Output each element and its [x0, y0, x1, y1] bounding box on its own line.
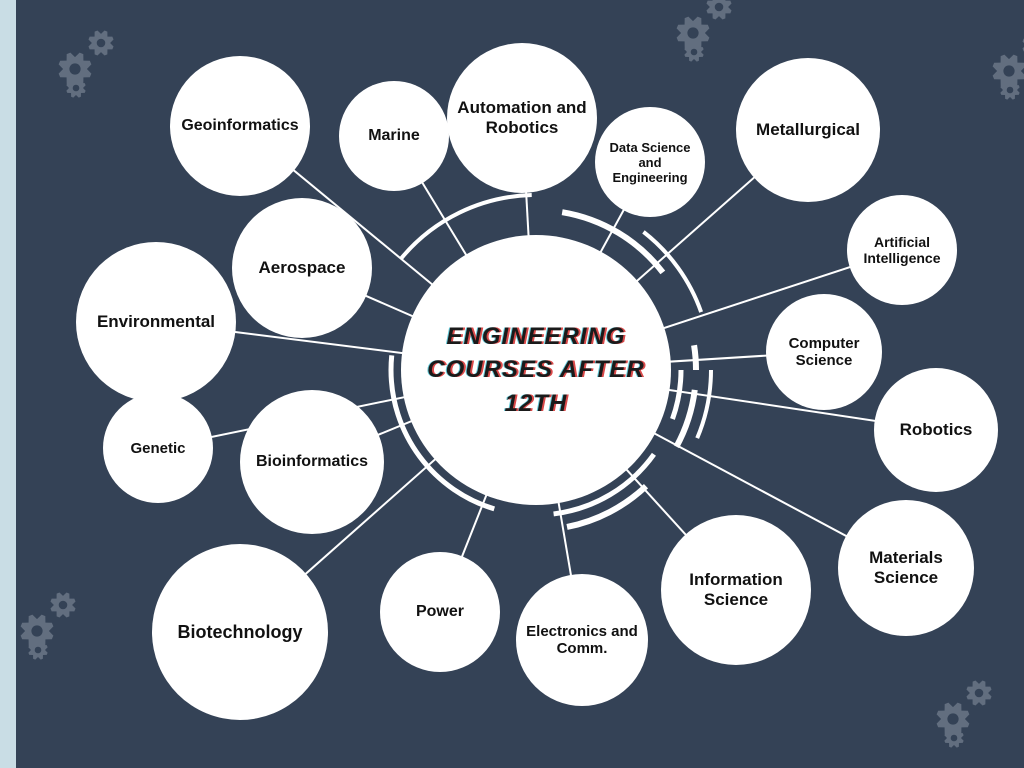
node-label: Aerospace [259, 258, 346, 278]
node-label: Artificial Intelligence [855, 234, 949, 266]
node-label: Automation and Robotics [455, 98, 589, 138]
node-ai: Artificial Intelligence [847, 195, 957, 305]
node-label: Electronics and Comm. [524, 623, 640, 657]
gear-icon [1000, 80, 1020, 105]
gear-icon [684, 42, 704, 67]
gear-icon [66, 78, 86, 103]
gear-cluster-icon [676, 0, 756, 74]
gear-icon [88, 30, 114, 61]
gear-icon [50, 592, 76, 623]
node-label: Environmental [97, 312, 215, 332]
node-label: Genetic [130, 440, 185, 457]
node-label: Biotechnology [178, 622, 303, 643]
node-power: Power [380, 552, 500, 672]
node-data-science: Data Science and Engineering [595, 107, 705, 217]
center-node: ENGINEERING COURSES AFTER 12TH [401, 235, 671, 505]
gear-cluster-icon [20, 592, 100, 672]
node-bioinformatics: Bioinformatics [240, 390, 384, 534]
node-information: Information Science [661, 515, 811, 665]
node-genetic: Genetic [103, 393, 213, 503]
gear-icon [944, 728, 964, 753]
node-marine: Marine [339, 81, 449, 191]
node-environmental: Environmental [76, 242, 236, 402]
node-automation: Automation and Robotics [447, 43, 597, 193]
node-robotics: Robotics [874, 368, 998, 492]
node-electronics: Electronics and Comm. [516, 574, 648, 706]
gear-cluster-icon [992, 32, 1024, 112]
node-metallurgical: Metallurgical [736, 58, 880, 202]
node-label: Geoinformatics [181, 117, 298, 135]
node-label: Power [416, 603, 464, 621]
node-label: Marine [368, 127, 420, 145]
node-label: Metallurgical [756, 120, 860, 140]
node-label: Bioinformatics [256, 453, 368, 471]
node-label: Robotics [900, 420, 973, 440]
node-biotechnology: Biotechnology [152, 544, 328, 720]
gear-icon [966, 680, 992, 711]
node-label: Materials Science [846, 548, 966, 588]
center-title: ENGINEERING COURSES AFTER 12TH [421, 320, 651, 421]
node-materials: Materials Science [838, 500, 974, 636]
node-computer-science: Computer Science [766, 294, 882, 410]
gear-icon [28, 640, 48, 665]
gear-cluster-icon [58, 30, 138, 110]
gear-icon [706, 0, 732, 25]
node-aerospace: Aerospace [232, 198, 372, 338]
node-label: Data Science and Engineering [603, 140, 697, 185]
node-label: Information Science [669, 570, 803, 610]
node-geoinformatics: Geoinformatics [170, 56, 310, 196]
node-label: Computer Science [774, 335, 874, 369]
gear-cluster-icon [936, 680, 1016, 760]
